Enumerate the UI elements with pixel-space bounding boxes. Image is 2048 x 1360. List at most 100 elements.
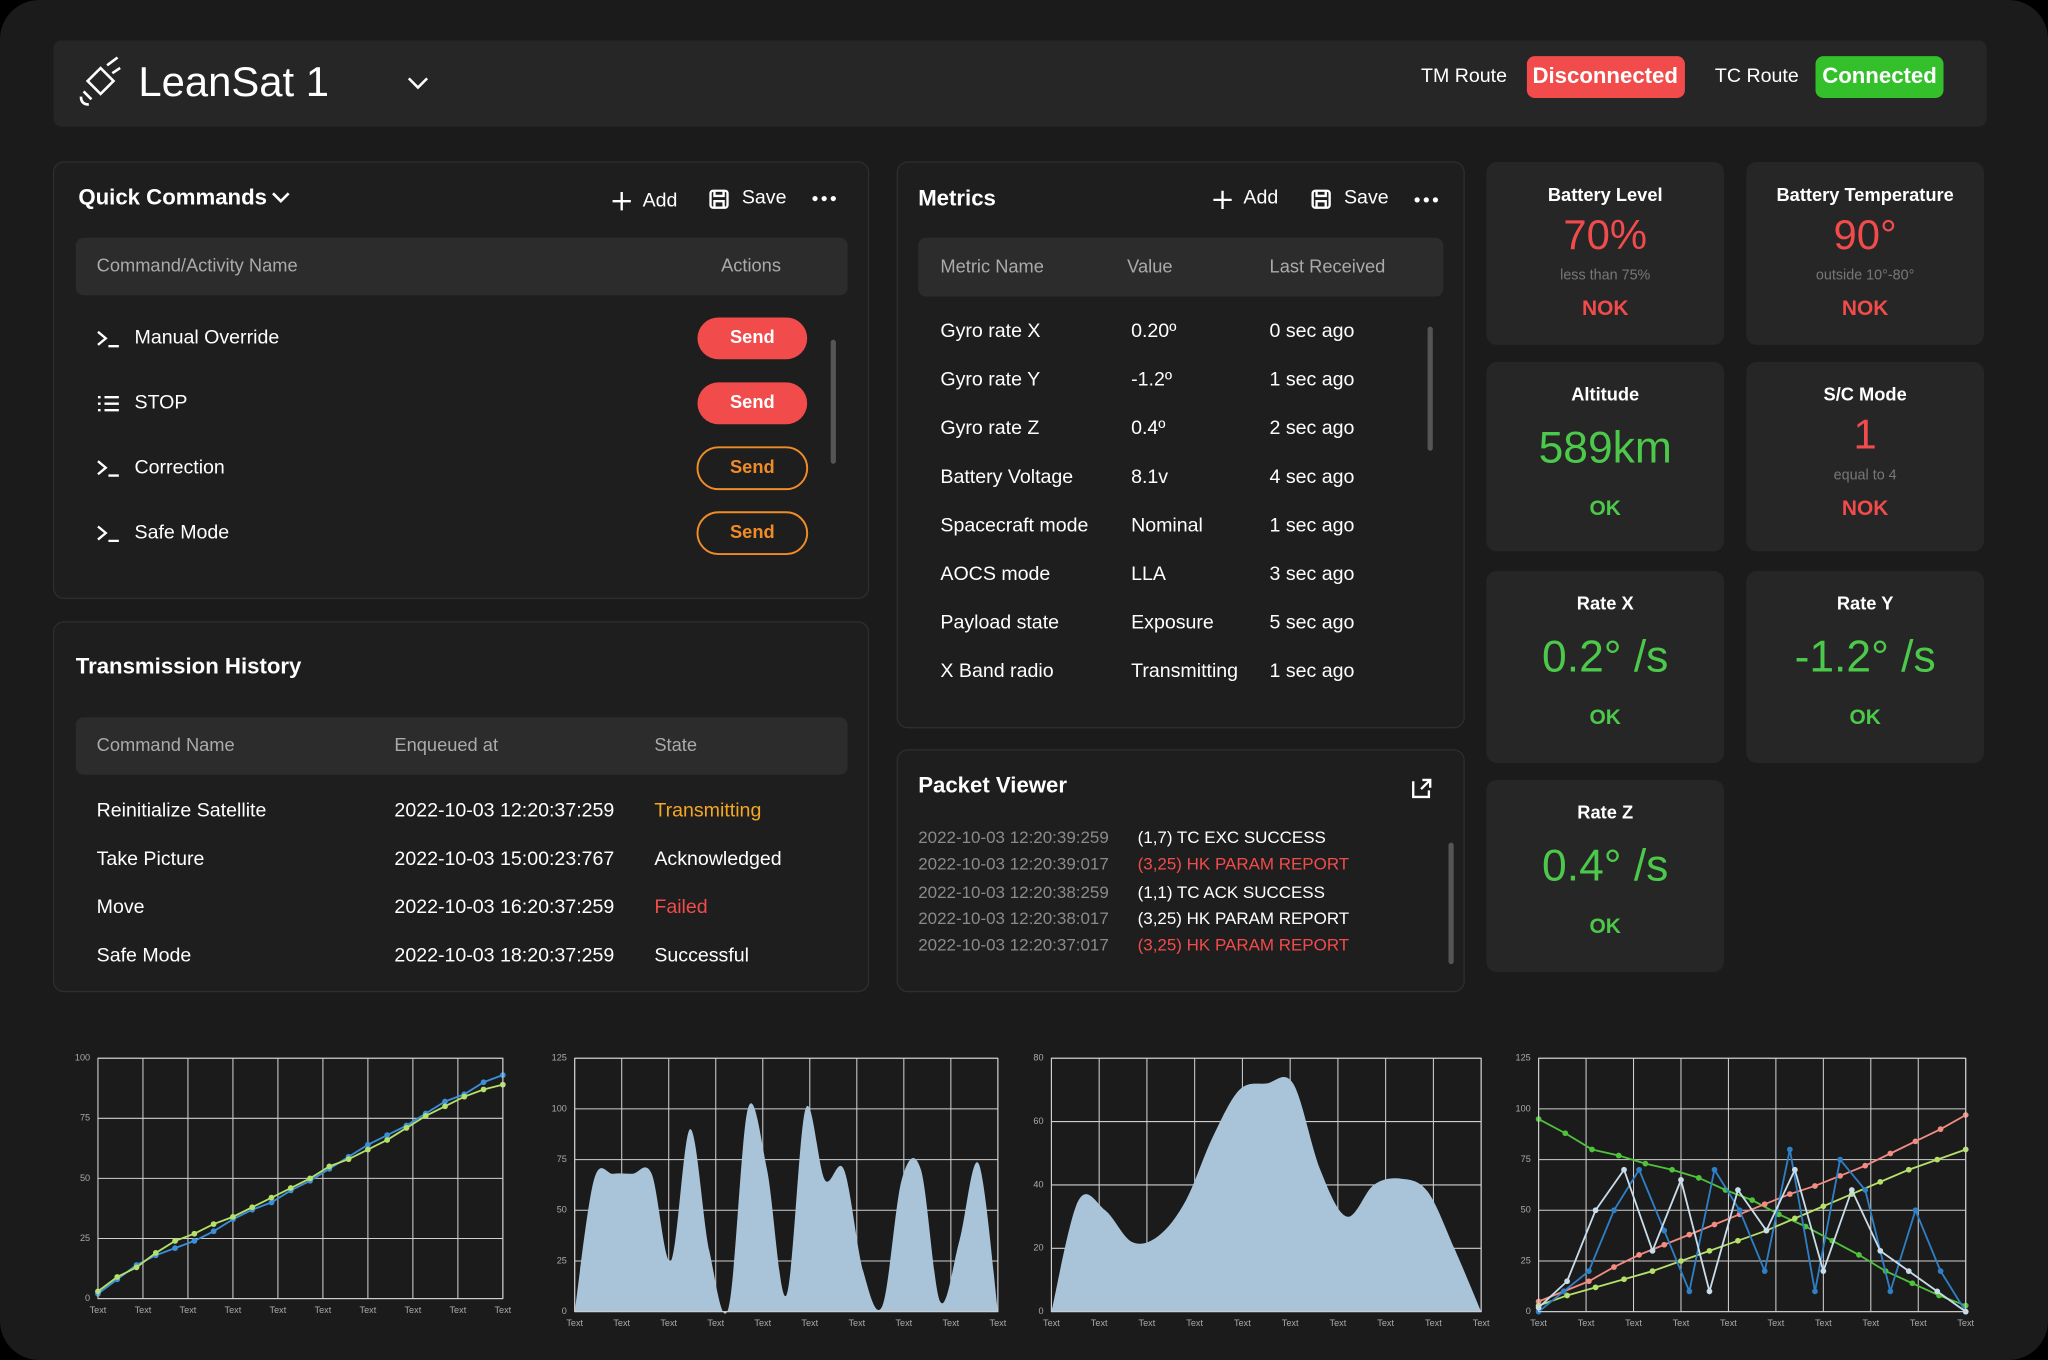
dropdown-chevron[interactable]: [272, 192, 290, 204]
y-tick-label: 100: [1516, 1103, 1531, 1113]
more-icons[interactable]: [812, 195, 1439, 203]
tile-title: Altitude: [1571, 384, 1639, 405]
panel-title: Metrics: [918, 186, 996, 211]
marker: [1735, 1237, 1741, 1244]
tile-status: OK: [1590, 497, 1621, 520]
send-button[interactable]: [696, 446, 809, 491]
y-tick-label: 100: [75, 1053, 90, 1063]
marker: [1621, 1166, 1627, 1173]
marker: [1615, 1152, 1622, 1159]
marker: [1736, 1207, 1743, 1214]
command-name: Safe Mode: [135, 521, 230, 543]
marker: [1912, 1207, 1919, 1214]
area: [574, 1103, 998, 1314]
command-name: Manual Override: [135, 327, 280, 349]
marker: [1792, 1166, 1798, 1173]
marker: [1560, 1288, 1567, 1295]
x-tick-label: Text: [1910, 1318, 1927, 1328]
satellite-icon: [79, 56, 121, 106]
add-button[interactable]: Add: [1243, 187, 1278, 209]
x-tick-label: Text: [1815, 1318, 1832, 1328]
scrollbar[interactable]: [1448, 842, 1454, 965]
marker: [1649, 1268, 1656, 1274]
y-tick-label: 0: [1526, 1306, 1531, 1316]
marker: [442, 1098, 448, 1105]
tile-status: OK: [1849, 706, 1880, 729]
transmission-panel: [52, 621, 870, 993]
cell: 2 sec ago: [1270, 417, 1355, 439]
tile-value: 70%: [1563, 211, 1647, 258]
tile-title: Rate Y: [1837, 593, 1894, 614]
tile-title: Battery Level: [1548, 184, 1663, 205]
tile: [1486, 161, 1725, 345]
y-tick-label: 20: [1033, 1243, 1043, 1253]
marker: [1937, 1126, 1944, 1133]
cell: Payload state: [940, 612, 1059, 634]
packet-time: 2022-10-03 12:20:39:017: [918, 854, 1109, 873]
y-tick-label: 25: [1521, 1255, 1531, 1265]
table-header: [918, 237, 1444, 297]
save-button[interactable]: Save: [1344, 187, 1389, 209]
x-tick-label: Text: [942, 1318, 959, 1328]
x-tick-label: Text: [1473, 1318, 1490, 1328]
add-button[interactable]: Add: [643, 189, 678, 211]
x-tick-label: Text: [450, 1305, 467, 1315]
marker: [403, 1125, 410, 1131]
packet-panel: [896, 749, 1465, 993]
line: [1538, 1148, 1967, 1307]
line: [1537, 1167, 1967, 1313]
panel-title: Quick Commands: [78, 184, 267, 209]
tile-status: NOK: [1842, 297, 1888, 320]
marker: [1649, 1247, 1656, 1254]
send-label[interactable]: Send: [730, 391, 775, 412]
send-button[interactable]: [697, 317, 808, 360]
y-tick-label: 60: [1033, 1116, 1043, 1126]
packet-text: (1,7) TC EXC SUCCESS: [1138, 828, 1326, 847]
tile-value: 0.4° /s: [1542, 842, 1668, 891]
marker: [172, 1245, 178, 1251]
send-label[interactable]: Send: [730, 521, 775, 542]
state-cell: Successful: [654, 944, 749, 966]
x-tick-label: Text: [566, 1318, 583, 1328]
tile-title: S/C Mode: [1824, 384, 1907, 405]
tile: [1746, 361, 1984, 552]
send-button[interactable]: [697, 382, 808, 425]
marker: [1837, 1156, 1843, 1163]
send-label[interactable]: Send: [730, 456, 775, 477]
y-tick-label: 0: [85, 1293, 90, 1303]
dropdown-chevron[interactable]: [407, 77, 429, 90]
metrics-panel: [896, 161, 1465, 729]
send-button[interactable]: [696, 511, 809, 556]
tile-value: -1.2° /s: [1795, 632, 1936, 681]
marker: [1636, 1166, 1642, 1173]
marker: [1678, 1258, 1684, 1264]
marker: [1862, 1187, 1869, 1193]
x-tick-label: Text: [360, 1305, 377, 1315]
marker: [152, 1250, 159, 1256]
marker: [1792, 1215, 1798, 1222]
marker: [1749, 1197, 1756, 1204]
toolbar-icons[interactable]: [612, 189, 1432, 799]
x-tick-label: Text: [90, 1305, 107, 1315]
cell: Gyro rate X: [940, 320, 1040, 342]
tile: [1486, 779, 1725, 972]
y-tick-label: 50: [1521, 1205, 1531, 1215]
marker: [1856, 1252, 1862, 1258]
tile: [1746, 570, 1984, 763]
scrollbar[interactable]: [830, 339, 836, 464]
marker: [384, 1137, 391, 1143]
y-tick-label: 25: [557, 1255, 567, 1265]
marker: [1763, 1227, 1770, 1234]
row-icons: [97, 330, 119, 543]
marker: [172, 1238, 178, 1244]
marker: [1877, 1179, 1884, 1185]
send-label[interactable]: Send: [730, 326, 775, 347]
marker: [1820, 1268, 1827, 1274]
scrollbar[interactable]: [1427, 326, 1433, 451]
save-button[interactable]: Save: [742, 187, 787, 209]
marker: [1711, 1166, 1718, 1173]
plot-frame: [1050, 1057, 1482, 1313]
tile-status: OK: [1590, 915, 1621, 938]
marker: [1585, 1278, 1592, 1285]
tile-title: Rate Z: [1577, 802, 1633, 823]
